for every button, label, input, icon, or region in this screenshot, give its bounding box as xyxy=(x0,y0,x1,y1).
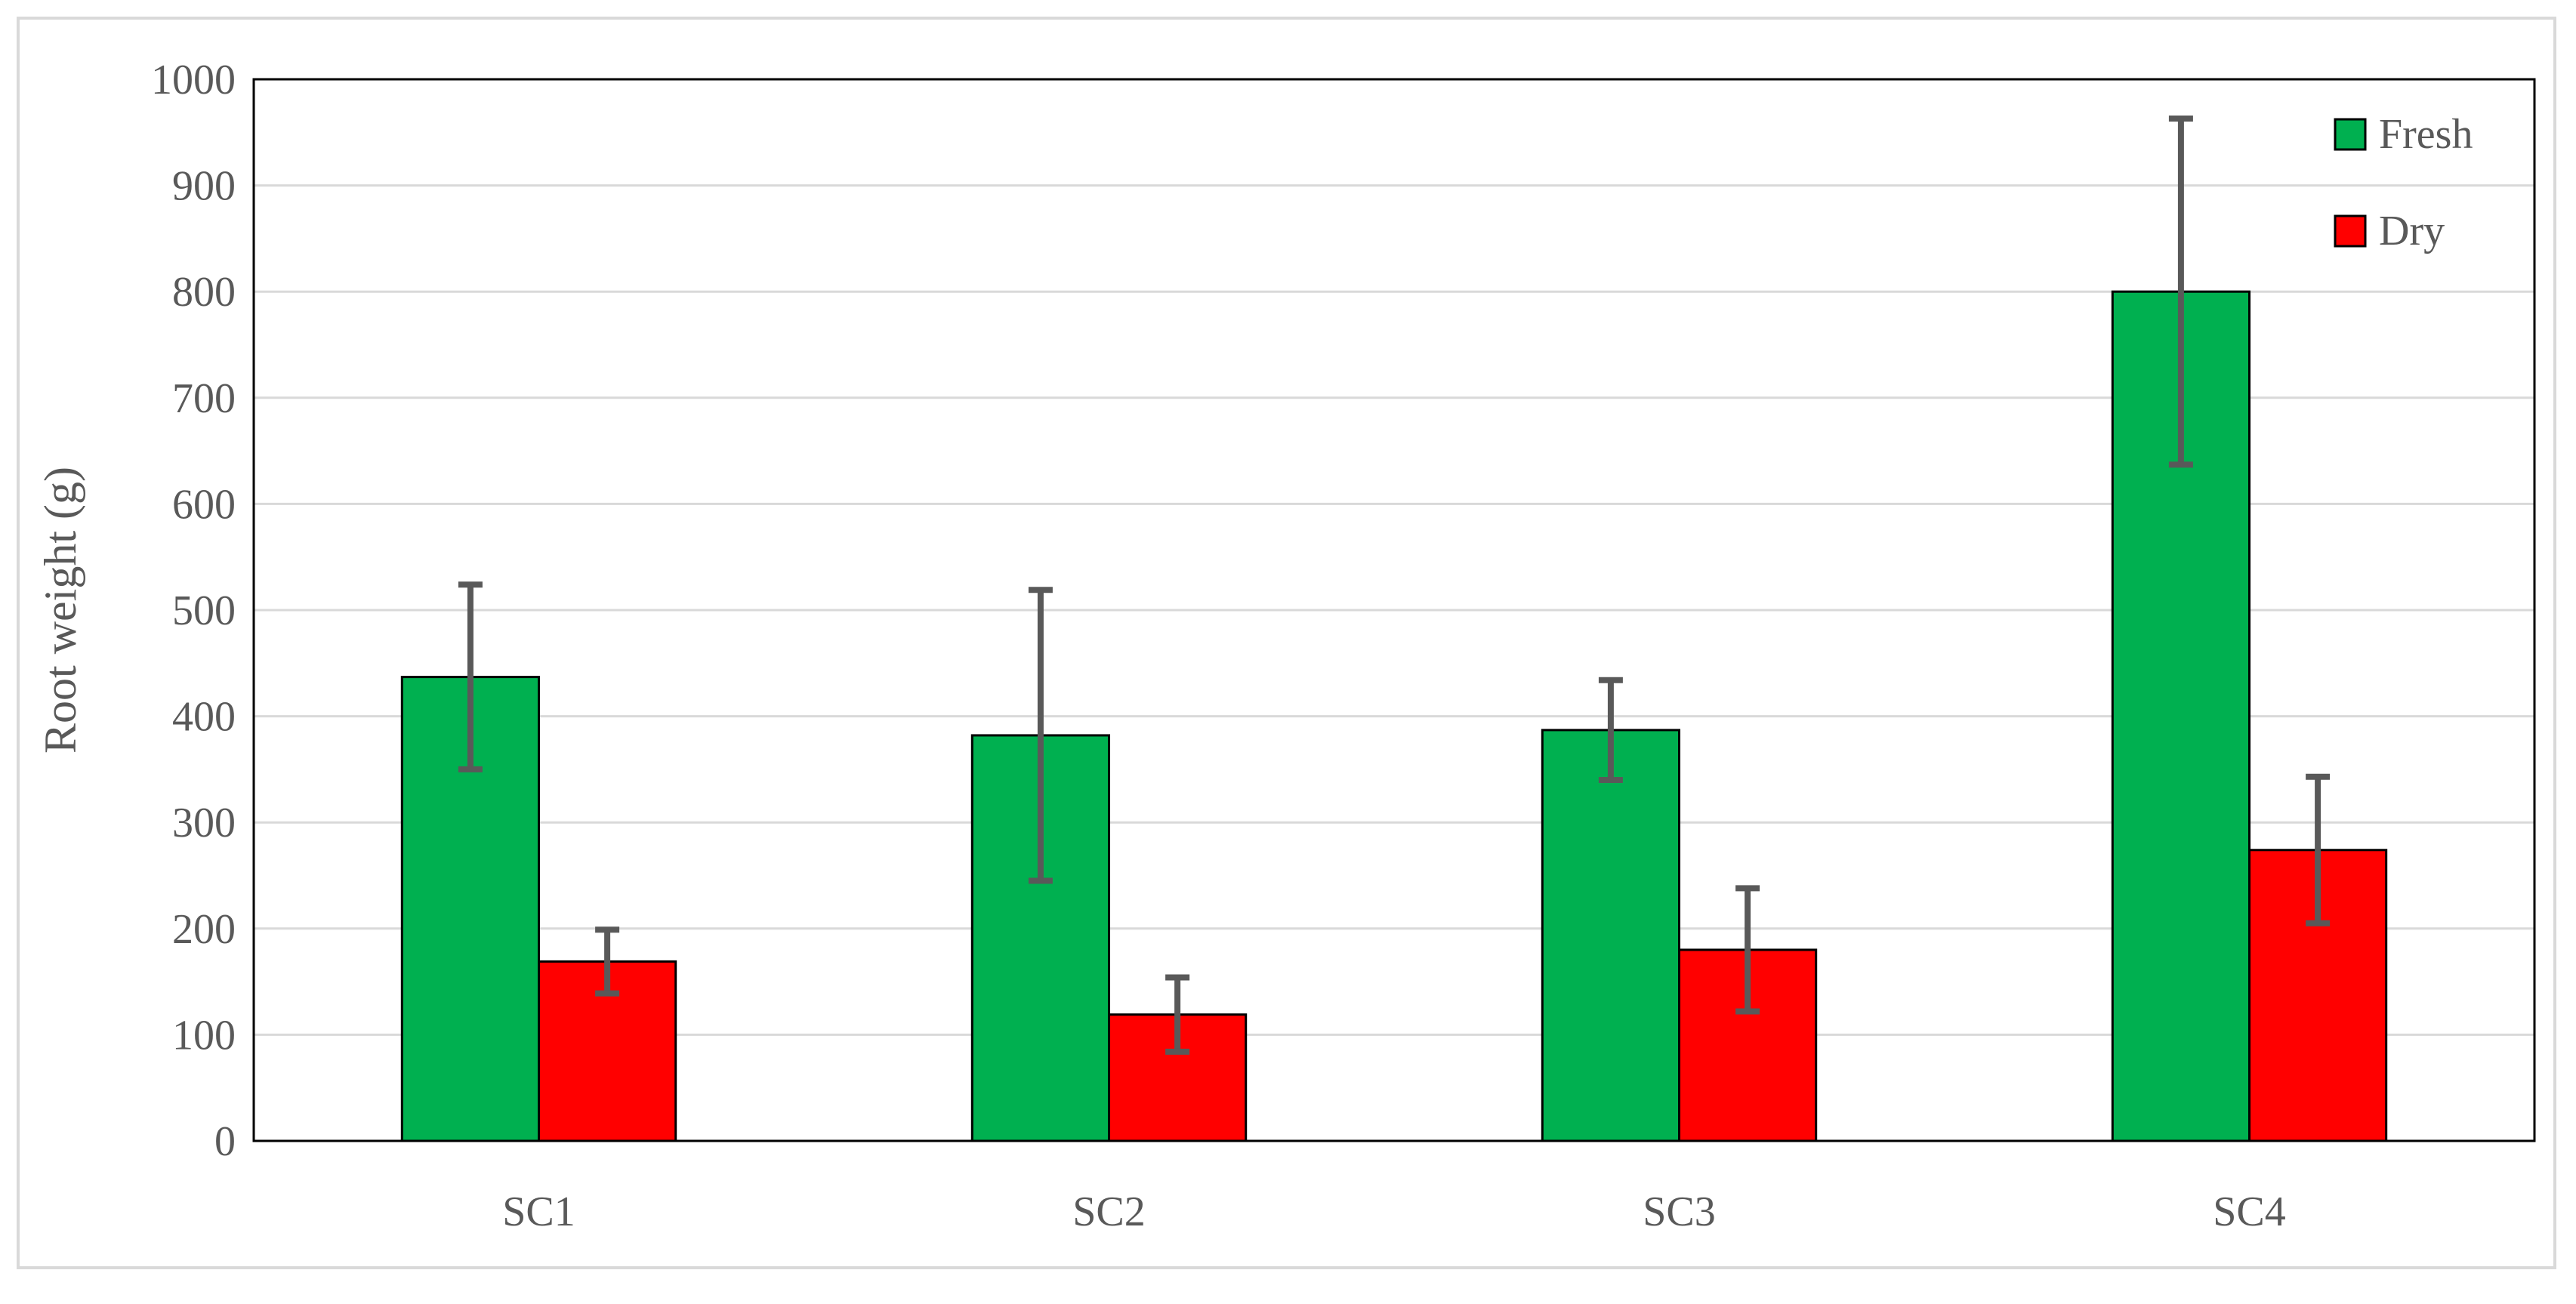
legend-label-fresh: Fresh xyxy=(2379,111,2473,158)
legend-swatch-dry xyxy=(2334,214,2367,248)
y-tick-label: 600 xyxy=(172,481,236,528)
error-bar-fresh-sc3 xyxy=(1598,677,1623,783)
error-bar-dry-sc3 xyxy=(1735,885,1760,1015)
legend-label-dry: Dry xyxy=(2379,208,2445,254)
error-bar-fresh-sc1 xyxy=(458,581,483,772)
y-tick-labels: 0 100 200 300 400 500 600 700 800 900 1000 xyxy=(151,57,236,1165)
error-bar-fresh-sc2 xyxy=(1028,587,1053,884)
y-tick-label: 800 xyxy=(172,269,236,316)
y-tick-label: 0 xyxy=(214,1118,236,1165)
bar-fresh-sc3 xyxy=(1541,729,1681,1142)
y-tick-label: 500 xyxy=(172,587,236,634)
x-category-label: SC2 xyxy=(1072,1188,1146,1235)
y-tick-label: 1000 xyxy=(151,57,236,103)
error-bar-fresh-sc4 xyxy=(2168,116,2193,468)
x-category-label: SC1 xyxy=(502,1188,575,1235)
error-bar-dry-sc1 xyxy=(595,926,620,997)
y-tick-label: 300 xyxy=(172,800,236,846)
y-tick-label: 700 xyxy=(172,375,236,422)
legend: Fresh Dry xyxy=(2334,111,2473,254)
x-category-label: SC3 xyxy=(1643,1188,1716,1235)
legend-swatch-fresh xyxy=(2334,118,2367,151)
x-category-labels: SC1 SC2 SC3 SC4 xyxy=(502,1188,2286,1235)
y-tick-label: 200 xyxy=(172,906,236,953)
plot-area-border xyxy=(252,78,2536,1142)
y-tick-label: 100 xyxy=(172,1012,236,1059)
y-tick-label: 400 xyxy=(172,694,236,741)
x-category-label: SC4 xyxy=(2213,1188,2286,1235)
y-axis-title: Root weight (g) xyxy=(35,467,85,754)
y-tick-label: 900 xyxy=(172,163,236,210)
error-bars xyxy=(458,116,2331,1055)
error-bar-dry-sc4 xyxy=(2306,773,2331,926)
error-bar-dry-sc2 xyxy=(1165,974,1190,1055)
